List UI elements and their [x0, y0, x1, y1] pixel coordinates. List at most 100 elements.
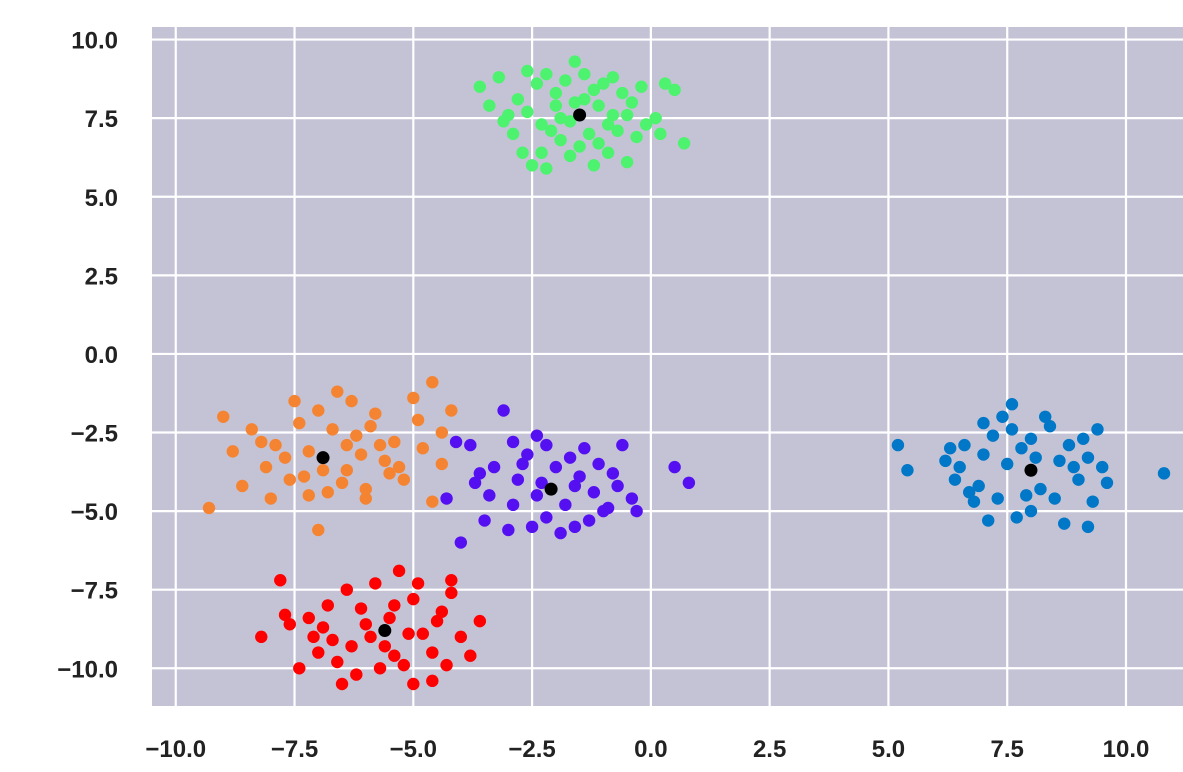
x-tick-label: 0.0 — [634, 736, 667, 763]
data-point — [293, 662, 306, 675]
data-point — [554, 526, 567, 540]
data-point — [535, 146, 548, 159]
data-point — [682, 476, 696, 490]
data-point — [563, 149, 577, 163]
data-point — [1081, 520, 1095, 534]
data-point — [625, 96, 639, 109]
data-point — [354, 448, 368, 461]
centroid-point — [573, 108, 587, 122]
data-point — [464, 438, 477, 452]
data-point — [668, 83, 681, 97]
data-point — [264, 492, 277, 505]
data-point — [340, 438, 353, 452]
data-point — [559, 498, 572, 512]
data-point — [1024, 432, 1038, 446]
data-point — [587, 486, 601, 499]
data-point — [1024, 504, 1038, 518]
data-point — [891, 438, 905, 452]
data-point — [654, 127, 667, 141]
data-point — [407, 677, 420, 691]
y-tick-label: −5.0 — [71, 499, 118, 526]
data-point — [677, 137, 691, 150]
data-point — [582, 127, 596, 141]
data-point — [255, 435, 268, 449]
data-point — [982, 514, 995, 527]
centroid-point — [378, 624, 392, 638]
data-point — [407, 391, 420, 405]
data-point — [359, 482, 373, 496]
x-tick-label: −2.5 — [508, 736, 555, 763]
y-tick-label: −2.5 — [71, 421, 118, 448]
centroids — [316, 108, 1038, 638]
data-point — [487, 460, 501, 474]
data-point — [953, 460, 966, 474]
data-point — [578, 93, 591, 106]
data-point — [958, 438, 971, 452]
data-point — [426, 495, 439, 508]
data-point — [1048, 492, 1061, 505]
data-point — [616, 438, 629, 452]
data-point — [1077, 432, 1090, 446]
data-point — [635, 80, 648, 93]
data-point — [288, 394, 301, 408]
data-point — [511, 93, 525, 106]
data-point — [578, 67, 591, 81]
cluster-3 — [255, 564, 487, 691]
data-point — [331, 385, 344, 398]
y-tick-label: 0.0 — [85, 342, 118, 369]
data-point — [297, 470, 311, 483]
data-point — [350, 429, 363, 442]
data-point — [521, 64, 534, 78]
data-point — [554, 111, 567, 125]
x-tick-label: 7.5 — [991, 736, 1024, 763]
data-point — [1067, 460, 1080, 474]
data-point — [245, 423, 258, 436]
y-tick-label: −7.5 — [71, 578, 118, 605]
data-point — [202, 501, 216, 515]
x-tick-label: −10.0 — [145, 736, 206, 763]
data-point — [426, 646, 439, 659]
data-point — [364, 630, 377, 644]
data-point — [948, 473, 962, 486]
data-point — [454, 630, 468, 644]
data-point — [373, 438, 387, 452]
data-point — [568, 96, 582, 109]
data-point — [369, 577, 382, 590]
data-point — [278, 608, 292, 622]
data-point — [939, 454, 952, 468]
data-point — [540, 438, 553, 452]
data-point — [497, 115, 510, 128]
data-point — [1058, 517, 1071, 530]
data-point — [573, 140, 586, 153]
data-point — [606, 108, 620, 122]
data-point — [1091, 423, 1104, 436]
data-point — [530, 489, 544, 502]
data-point — [540, 67, 553, 81]
data-point — [592, 457, 605, 471]
y-axis-ticks: 10.0 7.5 5.0 2.5 0.0 −2.5 −5.0 −7.5 −10.0 — [57, 28, 118, 684]
data-point — [283, 618, 296, 631]
data-point — [1043, 420, 1057, 433]
data-point — [535, 118, 548, 131]
data-point — [364, 420, 377, 433]
data-point — [1157, 467, 1171, 480]
y-tick-label: 10.0 — [71, 28, 118, 55]
data-point — [1096, 460, 1109, 474]
data-point — [521, 105, 534, 119]
data-point — [483, 489, 496, 502]
cluster-2 — [440, 404, 696, 549]
data-point — [426, 674, 439, 688]
data-point — [516, 146, 529, 159]
cluster-0 — [473, 55, 691, 175]
data-point — [331, 655, 344, 669]
data-point — [383, 467, 396, 480]
data-point — [962, 486, 976, 499]
data-point — [468, 476, 482, 490]
data-point — [625, 492, 639, 505]
data-point — [312, 646, 325, 659]
data-point — [1039, 410, 1052, 423]
data-point — [658, 77, 672, 90]
data-point — [549, 99, 563, 112]
data-point — [312, 404, 325, 417]
data-point — [943, 442, 957, 455]
